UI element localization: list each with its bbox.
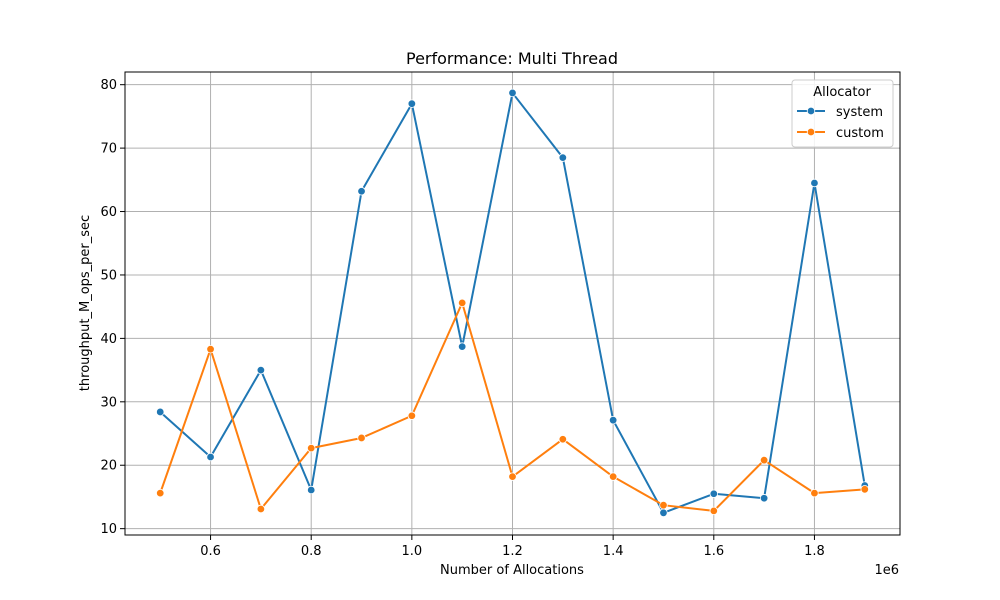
y-axis-label: throughput_M_ops_per_sec (78, 215, 93, 391)
data-point-custom (307, 443, 316, 453)
legend-marker-system (806, 106, 816, 116)
y-tick-label: 20 (100, 459, 117, 474)
data-point-custom (206, 344, 215, 354)
data-point-custom (156, 488, 165, 498)
data-point-custom (457, 298, 467, 308)
legend-marker-custom (806, 127, 816, 137)
data-point-system (659, 508, 668, 518)
data-point-custom (659, 500, 668, 510)
y-tick-label: 40 (100, 332, 117, 347)
data-point-custom (407, 411, 417, 420)
data-point-system (407, 99, 417, 108)
axis-ticks: 0.6 0.8 1.0 1.2 1.4 1.6 1.8 10 20 30 40 50 60 70 80 (100, 78, 824, 559)
data-point-custom (357, 433, 366, 443)
x-tick-label: 0.8 (301, 544, 322, 559)
data-point-custom (508, 472, 517, 481)
data-point-system (206, 452, 215, 462)
data-point-system (156, 407, 165, 417)
data-point-system (608, 416, 618, 425)
data-point-custom (558, 435, 568, 444)
grid (125, 72, 900, 535)
x-axis-label: Number of Allocations (440, 563, 584, 578)
data-point-system (457, 342, 467, 351)
data-point-system (709, 489, 718, 498)
legend-box (791, 79, 894, 148)
data-point-custom (608, 472, 618, 481)
x-tick-label: 0.6 (200, 544, 221, 559)
data-point-system (558, 153, 568, 162)
x-tick-label: 1.2 (502, 544, 523, 559)
data-point-custom (810, 488, 819, 498)
data-point-system (256, 365, 266, 375)
x-tick-label: 1.0 (402, 544, 423, 559)
data-point-custom (256, 504, 266, 514)
data-point-system (307, 485, 316, 495)
legend: Allocator system custom (791, 79, 894, 148)
data-point-system (508, 88, 517, 98)
legend-entries: system custom (797, 105, 884, 141)
data-point-custom (759, 455, 769, 465)
series-layer (156, 88, 869, 518)
x-tick-label: 1.6 (703, 544, 724, 559)
data-point-system (357, 187, 366, 196)
legend-label-custom: custom (836, 126, 884, 141)
data-point-system (810, 178, 819, 188)
data-point-custom (709, 506, 718, 516)
y-tick-label: 70 (100, 142, 117, 157)
data-point-custom (860, 485, 869, 494)
y-tick-label: 80 (100, 78, 117, 93)
legend-title: Allocator (813, 85, 871, 100)
x-axis-offset-label: 1e6 (874, 563, 899, 578)
x-tick-label: 1.8 (804, 544, 825, 559)
y-tick-label: 60 (100, 205, 117, 220)
chart-title: Performance: Multi Thread (406, 49, 618, 68)
data-point-system (759, 494, 769, 503)
legend-label-system: system (836, 105, 883, 120)
x-tick-label: 1.4 (603, 544, 624, 559)
y-tick-label: 10 (100, 522, 117, 537)
y-tick-label: 50 (100, 268, 117, 283)
y-tick-label: 30 (100, 395, 117, 410)
